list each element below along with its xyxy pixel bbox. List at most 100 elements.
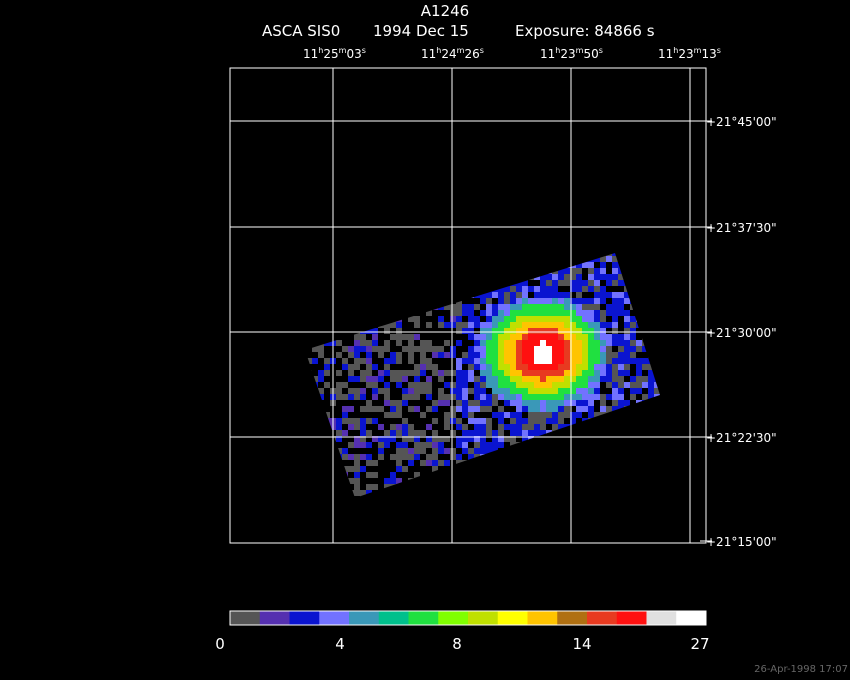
pixel — [462, 352, 468, 358]
pixel — [312, 424, 318, 430]
pixel — [390, 280, 396, 286]
pixel — [510, 274, 516, 280]
pixel — [570, 400, 576, 406]
pixel — [564, 406, 570, 412]
pixel — [540, 340, 546, 346]
pixel — [396, 304, 402, 310]
pixel — [552, 496, 558, 498]
pixel — [564, 412, 570, 418]
pixel — [588, 478, 594, 484]
ra-unit: s — [717, 46, 721, 55]
colorbar-label: 4 — [335, 635, 345, 653]
instrument: ASCA SIS0 — [262, 22, 340, 40]
pixel — [660, 316, 666, 322]
pixel — [396, 376, 402, 382]
pixel — [582, 382, 588, 388]
pixel — [522, 304, 528, 310]
pixel — [534, 340, 540, 346]
pixel — [366, 376, 372, 382]
pixel — [534, 322, 540, 328]
pixel — [318, 262, 324, 268]
pixel — [348, 418, 354, 424]
pixel — [438, 448, 444, 454]
pixel — [438, 268, 444, 274]
pixel — [492, 466, 498, 472]
pixel — [305, 292, 306, 298]
pixel — [588, 346, 594, 352]
pixel — [414, 430, 420, 436]
pixel — [528, 328, 534, 334]
pixel — [402, 496, 408, 498]
pixel — [546, 460, 552, 466]
pixel — [414, 442, 420, 448]
pixel — [456, 436, 462, 442]
pixel — [594, 460, 600, 466]
pixel — [642, 304, 648, 310]
pixel — [612, 304, 618, 310]
pixel — [414, 388, 420, 394]
pixel — [606, 322, 612, 328]
pixel — [342, 466, 348, 472]
pixel — [534, 418, 540, 424]
pixel — [305, 256, 306, 262]
pixel — [552, 460, 558, 466]
pixel — [642, 448, 648, 454]
pixel — [528, 472, 534, 478]
pixel — [498, 484, 504, 490]
pixel — [552, 292, 558, 298]
pixel — [660, 268, 666, 274]
pixel — [510, 322, 516, 328]
pixel — [534, 370, 540, 376]
pixel — [558, 490, 564, 496]
pixel — [594, 298, 600, 304]
pixel — [582, 472, 588, 478]
pixel — [588, 394, 594, 400]
pixel — [540, 358, 546, 364]
pixel — [654, 334, 660, 340]
pixel — [324, 382, 330, 388]
pixel — [402, 490, 408, 496]
pixel — [480, 298, 486, 304]
pixel — [486, 484, 492, 490]
pixel — [552, 322, 558, 328]
pixel — [456, 340, 462, 346]
pixel — [468, 376, 474, 382]
pixel — [600, 364, 606, 370]
pixel — [474, 322, 480, 328]
pixel — [462, 394, 468, 400]
pixel — [600, 358, 606, 364]
pixel — [504, 358, 510, 364]
pixel — [624, 298, 630, 304]
pixel — [498, 346, 504, 352]
pixel — [642, 442, 648, 448]
pixel — [516, 274, 522, 280]
pixel — [522, 388, 528, 394]
pixel — [510, 376, 516, 382]
pixel — [432, 352, 438, 358]
pixel — [306, 370, 312, 376]
pixel — [486, 382, 492, 388]
pixel — [318, 268, 324, 274]
pixel — [510, 280, 516, 286]
pixel — [606, 466, 612, 472]
pixel — [498, 316, 504, 322]
pixel — [516, 394, 522, 400]
pixel — [612, 484, 618, 490]
pixel — [648, 292, 654, 298]
pixel — [540, 454, 546, 460]
ra-value: 11 — [658, 47, 673, 61]
pixel — [612, 382, 618, 388]
pixel — [366, 400, 372, 406]
pixel — [342, 364, 348, 370]
pixel — [576, 466, 582, 472]
pixel — [552, 430, 558, 436]
pixel — [606, 334, 612, 340]
pixel — [582, 490, 588, 496]
pixel — [528, 286, 534, 292]
pixel — [660, 400, 666, 406]
pixel — [510, 286, 516, 292]
pixel — [456, 310, 462, 316]
pixel — [492, 448, 498, 454]
pixel — [510, 292, 516, 298]
pixel — [384, 328, 390, 334]
